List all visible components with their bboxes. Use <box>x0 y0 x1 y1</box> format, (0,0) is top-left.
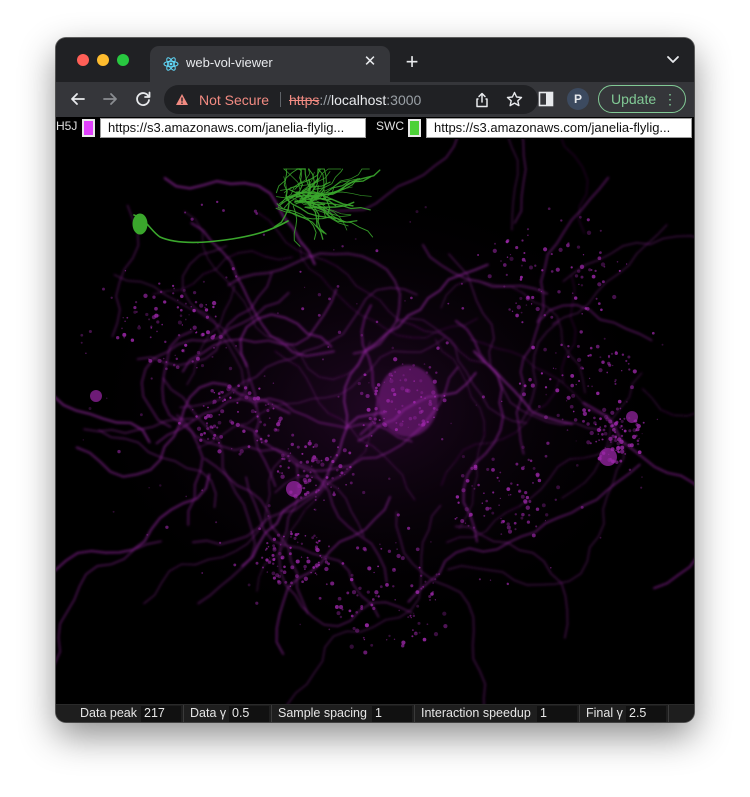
more-vertical-icon: ⋮ <box>663 91 677 107</box>
chevron-down-icon[interactable] <box>666 54 680 66</box>
control-divider <box>668 705 669 722</box>
swc-url-input[interactable]: https://s3.amazonaws.com/janelia-flylig.… <box>426 118 692 138</box>
volume-viewport[interactable] <box>56 38 694 722</box>
browser-toolbar: Not Secure https://localhost:3000 P Upda… <box>56 82 694 117</box>
interaction-speedup-label: Interaction speedup <box>421 706 531 720</box>
final-gamma-input[interactable]: 2.5 <box>626 706 666 722</box>
bookmark-star-icon[interactable] <box>506 91 523 108</box>
swc-color-swatch[interactable] <box>408 119 421 137</box>
close-window-button[interactable] <box>77 54 89 66</box>
warning-icon <box>176 94 188 105</box>
security-status[interactable]: Not Secure <box>199 92 270 108</box>
data-peak-label: Data peak <box>80 706 137 720</box>
back-arrow-icon[interactable] <box>68 89 88 109</box>
url-scheme: https <box>289 92 320 108</box>
data-peak-input[interactable]: 217 <box>141 706 181 722</box>
minimize-window-button[interactable] <box>97 54 109 66</box>
omnibox-divider <box>280 92 281 107</box>
forward-arrow-icon[interactable] <box>100 89 120 109</box>
url-separator: :// <box>319 92 332 108</box>
tab-web-vol-viewer[interactable]: web-vol-viewer ✕ <box>150 46 390 82</box>
reload-icon[interactable] <box>133 89 153 109</box>
url-port: :3000 <box>386 92 422 108</box>
share-icon[interactable] <box>474 92 490 108</box>
profile-avatar[interactable]: P <box>567 88 589 110</box>
update-label: Update <box>611 91 657 107</box>
browser-window: web-vol-viewer ✕ + Not Secure ht <box>56 38 694 722</box>
h5j-label: H5J <box>56 119 78 133</box>
swc-label: SWC <box>376 119 404 133</box>
h5j-volume-render <box>56 38 694 722</box>
data-source-bar: H5J https://s3.amazonaws.com/janelia-fly… <box>56 117 694 139</box>
url-host: localhost <box>331 92 387 108</box>
data-gamma-label: Data γ <box>190 706 227 720</box>
zoom-window-button[interactable] <box>117 54 129 66</box>
control-divider <box>271 705 272 722</box>
address-bar[interactable]: Not Secure https://localhost:3000 <box>164 85 538 114</box>
new-tab-button[interactable]: + <box>405 49 419 74</box>
control-divider <box>579 705 580 722</box>
update-button[interactable]: Update ⋮ <box>598 85 686 113</box>
sample-spacing-label: Sample spacing <box>278 706 367 720</box>
react-atom-icon <box>163 57 179 71</box>
h5j-color-swatch[interactable] <box>82 119 95 137</box>
interaction-speedup-input[interactable]: 1 <box>537 706 577 722</box>
data-gamma-input[interactable]: 0.5 <box>229 706 269 722</box>
tab-strip: web-vol-viewer ✕ + <box>56 38 694 82</box>
control-divider <box>414 705 415 722</box>
sample-spacing-input[interactable]: 1 <box>372 706 412 722</box>
render-controls: Data peak 217 Data γ 0.5 Sample spacing … <box>56 704 694 722</box>
control-divider <box>183 705 184 722</box>
volume-render <box>56 38 694 722</box>
final-gamma-label: Final γ <box>586 706 623 720</box>
close-tab-icon[interactable]: ✕ <box>363 53 377 70</box>
h5j-url-input[interactable]: https://s3.amazonaws.com/janelia-flylig.… <box>100 118 366 138</box>
url-text[interactable]: https://localhost:3000 <box>289 92 421 108</box>
swc-neuron-render <box>132 168 381 247</box>
tab-title: web-vol-viewer <box>186 55 273 70</box>
side-panel-icon[interactable] <box>538 91 554 107</box>
